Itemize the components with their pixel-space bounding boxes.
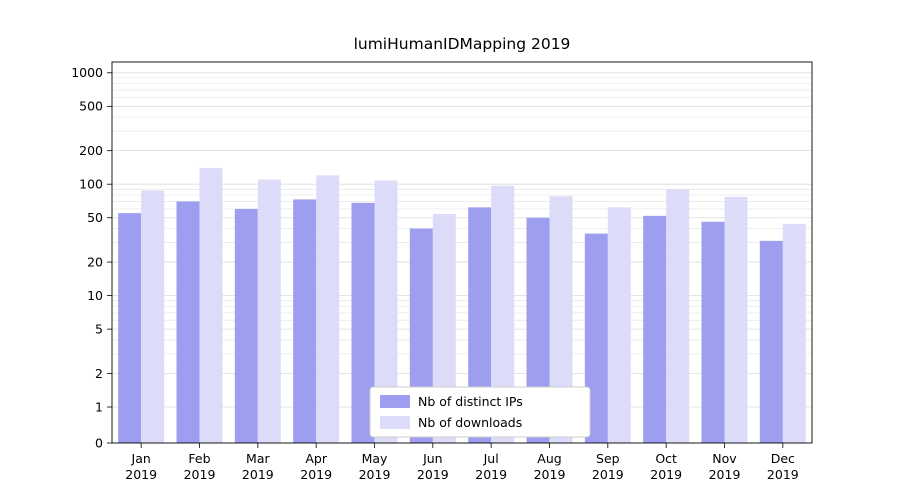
y-tick-label: 1000 bbox=[71, 65, 103, 80]
x-tick-label-month: May bbox=[362, 451, 388, 466]
bar-downloads-mar bbox=[257, 179, 281, 444]
bar-distinct-ips-feb bbox=[176, 201, 200, 443]
x-tick-label-year: 2019 bbox=[709, 467, 741, 482]
x-tick-label-month: Jan bbox=[131, 451, 151, 466]
bar-distinct-ips-dec bbox=[759, 240, 783, 443]
bar-downloads-jan bbox=[141, 190, 165, 443]
plot-border bbox=[111, 61, 813, 444]
bar-downloads-aug bbox=[549, 196, 573, 443]
x-tick-label-year: 2019 bbox=[592, 467, 624, 482]
x-tick-label-month: Oct bbox=[655, 451, 677, 466]
bar-downloads-sep bbox=[607, 207, 631, 443]
bar-downloads-may bbox=[374, 180, 398, 443]
bar-distinct-ips-sep bbox=[584, 233, 608, 443]
x-tick-label-month: Apr bbox=[305, 451, 327, 466]
y-tick-label: 0 bbox=[95, 435, 103, 450]
bar-distinct-ips-oct bbox=[643, 215, 667, 443]
legend-swatch-downloads bbox=[380, 416, 410, 429]
y-tick-label: 200 bbox=[79, 143, 103, 158]
bar-downloads-jun bbox=[432, 214, 456, 443]
y-tick-label: 5 bbox=[95, 321, 103, 336]
y-tick-label: 20 bbox=[87, 254, 103, 269]
y-tick-label: 1 bbox=[95, 399, 103, 414]
bar-distinct-ips-jan bbox=[118, 213, 142, 443]
bar-distinct-ips-nov bbox=[701, 221, 725, 443]
bar-distinct-ips-jul bbox=[468, 207, 492, 443]
x-tick-label-year: 2019 bbox=[534, 467, 566, 482]
bar-downloads-dec bbox=[782, 223, 806, 443]
legend: Nb of distinct IPs Nb of downloads bbox=[369, 386, 591, 438]
legend-label: Nb of downloads bbox=[418, 415, 522, 430]
x-tick-label-month: Feb bbox=[188, 451, 210, 466]
x-tick-label-month: Sep bbox=[596, 451, 620, 466]
x-tick-label-year: 2019 bbox=[767, 467, 799, 482]
y-tick-label: 2 bbox=[95, 366, 103, 381]
bar-distinct-ips-may bbox=[351, 202, 375, 443]
x-tick-label-year: 2019 bbox=[359, 467, 391, 482]
bar-downloads-oct bbox=[666, 189, 690, 443]
x-tick-label-month: Mar bbox=[246, 451, 270, 466]
y-tick-label: 500 bbox=[79, 99, 103, 114]
axes: 01251020501002005001000Jan2019Feb2019Mar… bbox=[71, 65, 799, 482]
bar-downloads-apr bbox=[316, 175, 340, 443]
y-tick-label: 50 bbox=[87, 210, 103, 225]
legend-box bbox=[369, 386, 591, 438]
x-tick-label-year: 2019 bbox=[650, 467, 682, 482]
x-tick-label-month: Dec bbox=[771, 451, 795, 466]
chart-title: lumiHumanIDMapping 2019 bbox=[354, 35, 571, 53]
x-tick-label-year: 2019 bbox=[417, 467, 449, 482]
bar-downloads-nov bbox=[724, 196, 748, 443]
bar-distinct-ips-apr bbox=[293, 199, 317, 443]
x-tick-label-year: 2019 bbox=[475, 467, 507, 482]
legend-swatch-distinct-ips bbox=[380, 395, 410, 408]
x-tick-label-year: 2019 bbox=[184, 467, 216, 482]
x-tick-label-year: 2019 bbox=[300, 467, 332, 482]
x-tick-label-month: Aug bbox=[537, 451, 561, 466]
legend-label: Nb of distinct IPs bbox=[418, 394, 523, 409]
gridlines bbox=[112, 72, 812, 408]
x-tick-label-year: 2019 bbox=[242, 467, 274, 482]
y-tick-label: 100 bbox=[79, 176, 103, 191]
x-tick-label-year: 2019 bbox=[125, 467, 157, 482]
bar-downloads-jul bbox=[491, 185, 515, 444]
bars bbox=[118, 167, 806, 444]
x-tick-label-month: Nov bbox=[712, 451, 737, 466]
x-tick-label-month: Jun bbox=[422, 451, 443, 466]
x-tick-label-month: Jul bbox=[483, 451, 499, 466]
bar-downloads-feb bbox=[199, 167, 223, 444]
bar-distinct-ips-mar bbox=[234, 208, 258, 443]
y-tick-label: 10 bbox=[87, 288, 103, 303]
